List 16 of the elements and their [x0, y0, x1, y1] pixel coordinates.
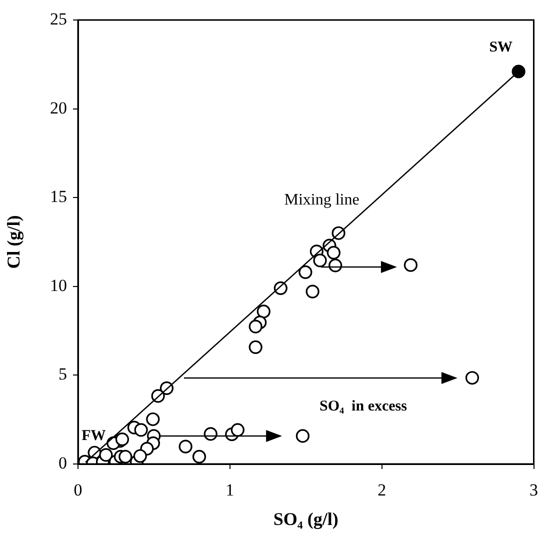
- y-tick-label: 10: [50, 276, 67, 295]
- series-label: Mixing line: [284, 191, 360, 208]
- y-tick-label: 0: [58, 453, 67, 472]
- y-tick-label: 5: [58, 364, 67, 384]
- x-tick-label: 3: [530, 480, 538, 500]
- x-tick-label: 0: [74, 480, 82, 500]
- x-tick-label: 2: [378, 480, 386, 500]
- series-label: SW: [489, 40, 513, 56]
- x-tick-label: 1: [226, 480, 234, 500]
- y-tick-label: 20: [50, 98, 67, 118]
- annotation: FW: [82, 428, 106, 444]
- y-tick-label: 25: [50, 9, 67, 28]
- y-tick-label: 15: [50, 187, 67, 206]
- x-axis-title: SO₄ (g/l): [273, 508, 338, 529]
- annotation: SO₄ in excess: [320, 398, 408, 415]
- y-axis-title: Cl (g/l): [3, 215, 24, 269]
